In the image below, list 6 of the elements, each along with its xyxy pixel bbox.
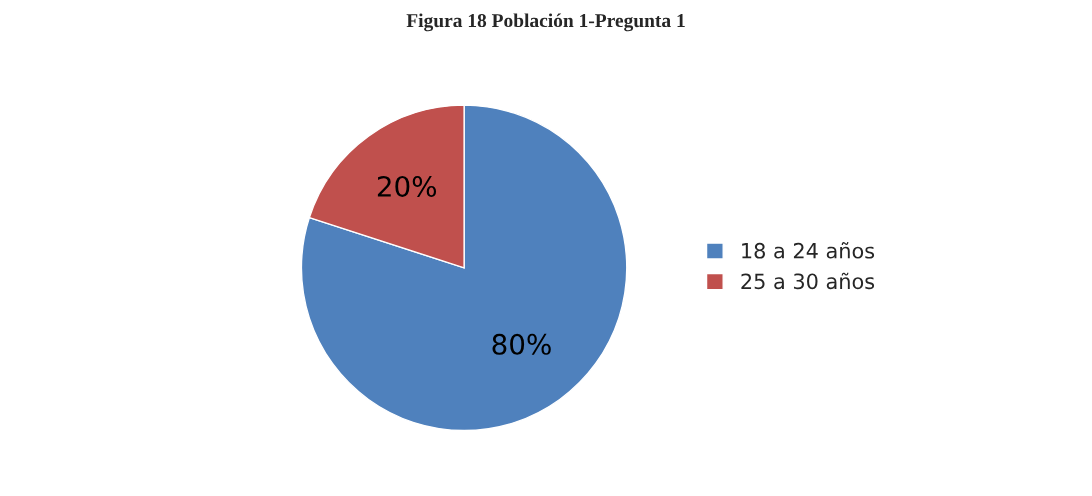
legend-label: 25 a 30 años (741, 272, 875, 290)
chart-title: Figura 18 Población 1-Pregunta 1 (406, 13, 685, 32)
data-label: 20% (377, 175, 437, 197)
pie-slice (300, 104, 628, 432)
legend-label: 18 a 24 años (742, 242, 875, 259)
data-label: 80% (492, 333, 551, 355)
